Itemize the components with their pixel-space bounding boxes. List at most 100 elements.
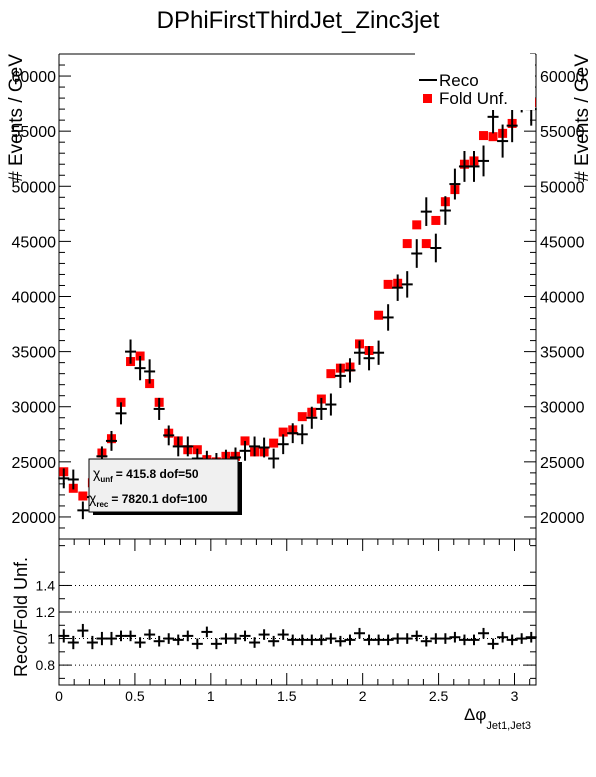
fold-unf-point	[402, 239, 412, 249]
ratio-point	[449, 631, 461, 643]
main-y-tick-label: 45000	[12, 234, 57, 251]
ratio-x-tick-label: 1	[207, 688, 215, 704]
reco-point	[373, 340, 385, 365]
ratio-point	[497, 631, 509, 643]
chart-title: DPhiFirstThirdJet_Zinc3jet	[157, 7, 440, 34]
ratio-point	[258, 629, 270, 640]
ratio-y-tick-label: 1	[47, 631, 55, 647]
main-y-tick-label: 30000	[12, 400, 57, 417]
ratio-x-tick-label: 2	[359, 688, 367, 704]
ratio-point	[401, 633, 413, 644]
ratio-point	[306, 634, 318, 646]
main-y-tick-label: 25000	[12, 455, 57, 472]
reco-point	[67, 469, 79, 490]
reco-point	[430, 233, 442, 263]
ratio-x-tick-label: 3	[511, 688, 519, 704]
ratio-point	[191, 638, 203, 650]
fold-unf-point	[374, 310, 384, 320]
ratio-point	[516, 633, 528, 644]
reco-point	[268, 448, 280, 469]
ratio-point	[420, 635, 432, 647]
ratio-point	[458, 634, 470, 646]
ratio-point	[86, 635, 98, 650]
ratio-point	[239, 630, 251, 642]
reco-point	[439, 196, 451, 225]
fold-unf-point	[297, 412, 307, 422]
main-y-tick-label-right: 25000	[540, 455, 585, 472]
ratio-plot-frame	[58, 538, 537, 686]
ratio-point	[220, 633, 232, 644]
main-y-tick-label: 60000	[12, 69, 57, 86]
reco-point	[277, 434, 289, 455]
main-y-tick-label-right: 35000	[540, 345, 585, 362]
ratio-point	[115, 630, 127, 642]
ratio-point	[201, 626, 213, 638]
fold-unf-point	[412, 220, 422, 230]
reco-point	[77, 501, 89, 520]
ratio-x-tick-label: 0	[55, 688, 63, 704]
ratio-point	[287, 634, 299, 646]
fold-unf-point	[421, 239, 431, 249]
ratio-grid	[59, 584, 536, 666]
ratio-frame-rect	[58, 538, 537, 686]
main-data-points	[58, 79, 537, 520]
reco-point	[478, 145, 490, 177]
legend-reco-label: Reco	[439, 71, 479, 90]
reco-point	[458, 151, 470, 182]
reco-point	[363, 346, 375, 371]
ratio-point	[277, 629, 289, 640]
ratio-point	[487, 638, 499, 650]
ratio-point	[96, 631, 108, 646]
reco-point	[105, 430, 117, 451]
reco-point	[382, 304, 394, 331]
main-y-tick-label-right: 50000	[540, 179, 585, 196]
reco-point	[125, 339, 137, 364]
ratio-xlabel: ΔφJet1,Jet3	[464, 705, 531, 732]
reco-point	[420, 197, 432, 226]
reco-point	[315, 397, 327, 420]
legend-fold-marker	[423, 94, 432, 103]
ratio-point	[58, 629, 70, 643]
ratio-point	[430, 633, 442, 644]
ratio-point	[354, 627, 366, 639]
ratio-point	[468, 634, 480, 646]
chi2-rec-line: χrec = 7820.1 dof=100	[89, 490, 208, 509]
ratio-point	[478, 627, 490, 639]
ratio-ylabel: Reco/Fold Unf.	[11, 557, 31, 677]
main-y-tick-label: 40000	[12, 290, 57, 307]
ratio-point	[125, 630, 137, 642]
ratio-point	[344, 634, 356, 646]
chi2-box-panel	[88, 458, 239, 513]
ratio-y-tick-label: 1.2	[36, 604, 56, 620]
ratio-point	[439, 633, 451, 644]
main-y-tick-label: 20000	[12, 510, 57, 527]
main-y-tick-label: 50000	[12, 179, 57, 196]
reco-point	[296, 424, 308, 445]
ratio-y-tick-label: 0.8	[36, 657, 56, 673]
reco-point	[134, 356, 146, 381]
reco-point	[392, 274, 404, 301]
ratio-point	[525, 631, 537, 643]
ratio-point	[134, 637, 146, 648]
ratio-x-tick-label: 0.5	[125, 688, 145, 704]
ratio-point	[334, 635, 346, 647]
fold-unf-point	[383, 279, 393, 289]
reco-point	[506, 109, 518, 143]
ratio-point	[172, 634, 184, 646]
main-y-tick-label-right: 60000	[540, 69, 585, 86]
main-y-tick-label: 55000	[12, 124, 57, 141]
reco-point	[344, 358, 356, 383]
ratio-point	[210, 638, 222, 650]
ratio-point	[373, 634, 385, 646]
ratio-x-tick-label: 2.5	[429, 688, 449, 704]
fold-unf-point	[269, 438, 279, 448]
ratio-point	[67, 635, 79, 650]
legend: Reco Fold Unf.	[415, 54, 535, 110]
ratio-point	[153, 635, 165, 647]
reco-point	[334, 363, 346, 388]
ratio-x-tick-label: 1.5	[277, 688, 297, 704]
ratio-point	[392, 633, 404, 644]
reco-point	[497, 124, 509, 158]
fold-unf-point	[278, 427, 288, 437]
